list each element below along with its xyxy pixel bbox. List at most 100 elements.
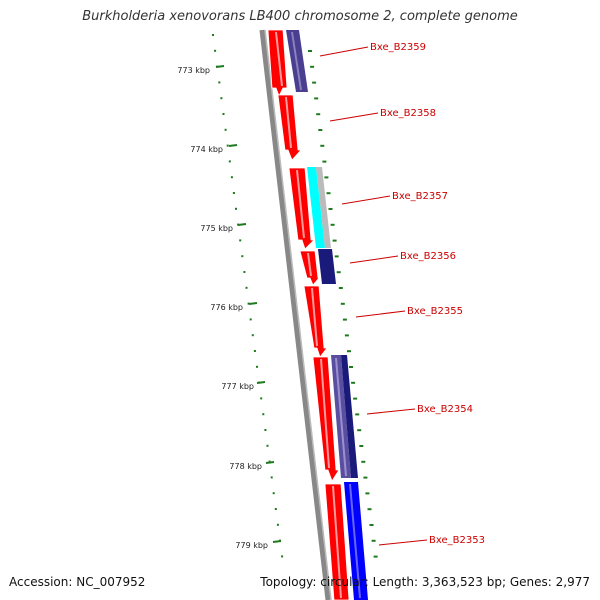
scale-dot [322,160,327,163]
scale-dot [324,176,329,179]
scale-dot [226,144,229,147]
topology-value: circular; [320,575,369,589]
gene-label[interactable]: Bxe_B2359 [370,42,426,53]
scale-dot [314,97,319,100]
scale-dot [272,492,275,495]
scale-dot [338,287,343,289]
scale-dot [318,129,323,131]
feature-block[interactable] [341,355,358,478]
scale-dot [260,397,263,400]
scale-dot [355,413,360,416]
scale-dot [351,381,356,384]
scale-dot [310,65,315,68]
cds-track-forward [267,29,350,600]
scale-dot [367,508,372,511]
gene-label[interactable]: Bxe_B2356 [400,251,456,262]
scale-dot [232,192,235,194]
scale-dot [230,176,233,179]
scale-dot [276,523,279,526]
kbp-label: 777 kbp [221,382,254,391]
gene-label[interactable]: Bxe_B2358 [380,108,436,119]
gene-label-group[interactable]: Bxe_B2358 [329,108,436,122]
gene-label-group[interactable]: Bxe_B2353 [378,535,485,546]
backbone [259,29,332,600]
genes-value: 2,977 [555,575,590,589]
scale-dot [212,34,214,36]
scale-dot [274,508,277,510]
kbp-tick [228,144,238,147]
scale-dot [340,302,345,305]
length-value: 3,363,523 bp; [421,575,507,589]
feature-block[interactable] [318,249,336,284]
scale-dot [332,239,337,242]
scale-dot [308,50,312,52]
gene-label-group[interactable]: Bxe_B2359 [319,42,426,57]
scale-dot [369,524,374,526]
scale-dot [270,476,273,479]
scale-dot [222,113,225,115]
gene-label-group[interactable]: Bxe_B2355 [355,306,463,318]
scale-dot [330,223,335,226]
kbp-tick [237,223,247,226]
scale-dot [266,444,269,447]
scale-dot [357,429,362,432]
genome-stats: Topology: circular; Length: 3,363,523 bp… [260,575,590,589]
scale-dot [247,302,250,305]
kbp-tick [265,461,275,464]
feature-block[interactable] [316,167,331,248]
scale-dot [281,555,284,558]
accession-info: Accession: NC_007952 [9,575,145,589]
gene-label[interactable]: Bxe_B2357 [392,191,448,202]
scale-dot [359,445,364,447]
scale-dot [361,460,366,463]
kbp-label: 776 kbp [210,303,243,312]
scale-dot [353,397,358,400]
scale-dot [264,429,267,431]
scale-dots [212,34,378,558]
kbp-scale: 773 kbp 774 kbp 775 kbp 776 kbp 777 kbp … [177,65,282,550]
scale-dot [312,81,317,84]
scale-dot [316,113,321,116]
accession-label: Accession: [9,575,73,589]
gene-label-group[interactable]: Bxe_B2354 [366,404,473,415]
gene-label[interactable]: Bxe_B2355 [407,306,463,317]
scale-dot [249,318,252,321]
scale-dot [253,350,256,352]
gene-label-group[interactable]: Bxe_B2356 [349,251,456,264]
gene-label[interactable]: Bxe_B2354 [417,404,473,415]
scale-dot [245,286,248,289]
kbp-label: 779 kbp [235,541,268,550]
scale-dot [328,208,333,210]
scale-dot [251,334,254,337]
topology-label: Topology: [260,575,317,589]
scale-dot [228,160,231,163]
scale-dot [224,128,227,131]
scale-dot [262,413,265,416]
scale-dot [349,366,353,368]
feature-block[interactable] [307,167,325,248]
genes-label: Genes: [509,575,552,589]
length-label: Length: [372,575,419,589]
gene-labels: Bxe_B2359 Bxe_B2358 Bxe_B2357 Bxe_B2356 … [319,42,485,546]
scale-dot [235,207,237,210]
accession-value: NC_007952 [76,575,146,589]
scale-dot [241,255,244,258]
kbp-tick [248,302,258,305]
scale-dot [218,81,221,84]
kbp-label: 773 kbp [177,66,210,75]
kbp-label: 775 kbp [200,224,233,233]
scale-dot [342,318,347,321]
gene-label-group[interactable]: Bxe_B2357 [341,191,448,205]
scale-dot [347,350,351,353]
kbp-tick [215,65,225,68]
kbp-label: 778 kbp [229,462,262,471]
scale-dot [365,492,370,495]
kbp-label: 774 kbp [190,145,223,154]
scale-dot [344,334,349,337]
gene-label[interactable]: Bxe_B2353 [429,535,485,546]
scale-dot [326,192,331,195]
scale-dot [371,539,376,542]
map-title: Burkholderia xenovorans LB400 chromosome… [82,9,518,24]
